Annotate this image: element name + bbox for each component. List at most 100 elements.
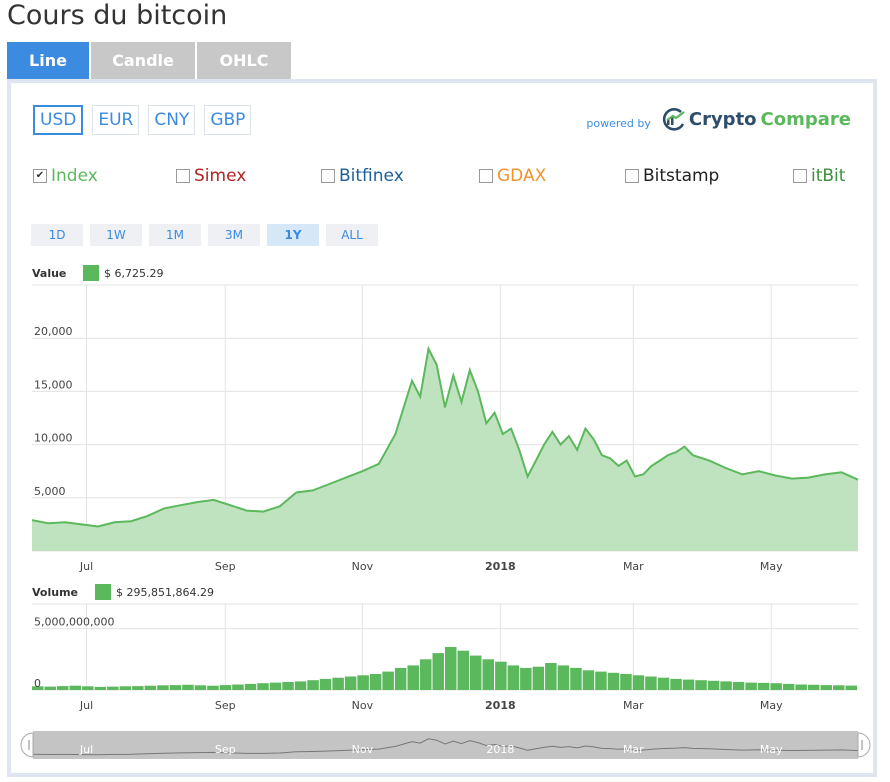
navigator-x-tick-label: 2018 — [486, 743, 514, 756]
volume-bar — [344, 676, 357, 690]
volume-bar — [657, 677, 670, 690]
volume-bar — [507, 665, 520, 690]
value-x-tick-label: Jul — [79, 560, 93, 573]
volume-bar — [707, 680, 720, 690]
volume-bar — [282, 682, 294, 690]
range-1m-button[interactable]: 1M — [149, 224, 201, 246]
exchange-simex-label: Simex — [194, 166, 247, 186]
itbit-checkbox[interactable] — [793, 169, 807, 183]
tab-line[interactable]: Line — [7, 42, 89, 79]
volume-bar — [482, 659, 494, 690]
range-3m-button[interactable]: 3M — [208, 224, 260, 246]
currency-gbp[interactable]: GBP — [204, 105, 252, 135]
range-1d-button[interactable]: 1D — [31, 224, 83, 246]
exchange-itbit[interactable]: itBit — [793, 166, 845, 186]
volume-bar — [44, 686, 56, 690]
volume-bar — [670, 678, 682, 690]
volume-x-tick-label: Sep — [215, 699, 236, 712]
value-line — [31, 345, 859, 528]
volume-bar — [557, 665, 570, 690]
volume-bar — [82, 686, 94, 690]
volume-legend-label: Volume — [32, 586, 78, 599]
exchange-bitfinex[interactable]: Bitfinex — [321, 166, 404, 186]
volume-bar — [407, 665, 419, 690]
gdax-checkbox[interactable] — [479, 169, 493, 183]
volume-bar — [520, 667, 532, 690]
volume-x-tick-label: Nov — [352, 699, 374, 712]
volume-bar — [720, 681, 732, 690]
volume-bar — [32, 686, 44, 690]
charts-svg: Value $ 6,725.29 0 5,000 10,000 15,000 20,00… — [20, 265, 871, 759]
volume-bar — [107, 686, 119, 690]
range-selector: 1D 1W 1M 3M 1Y ALL — [31, 224, 385, 246]
value-x-ticks: Jul Sep Nov 2018 Mar May — [79, 560, 783, 573]
exchange-simex[interactable]: Simex — [176, 166, 246, 186]
cryptocompare-logo-icon — [662, 108, 685, 131]
index-checkbox[interactable]: ✔ — [33, 169, 47, 183]
volume-x-tick-label: 2018 — [485, 699, 516, 712]
navigator[interactable]: Jul Sep Nov 2018 Mar May — [20, 731, 871, 759]
value-x-tick-label: 2018 — [485, 560, 516, 573]
volume-bar — [807, 684, 820, 690]
bitfinex-checkbox[interactable] — [321, 169, 335, 183]
navigator-track[interactable] — [33, 731, 858, 759]
navigator-x-tick-label: Nov — [352, 743, 374, 756]
navigator-handle-right[interactable] — [857, 732, 871, 758]
volume-bar — [782, 683, 795, 690]
exchange-itbit-label: itBit — [811, 166, 846, 186]
exchange-gdax-label: GDAX — [497, 166, 547, 186]
value-x-tick-label: Mar — [623, 560, 644, 573]
volume-bar — [432, 653, 444, 690]
volume-bars — [32, 647, 857, 690]
volume-x-tick-label: Mar — [623, 699, 644, 712]
range-1w-button[interactable]: 1W — [90, 224, 142, 246]
volume-bar — [732, 682, 745, 690]
volume-bar — [94, 686, 107, 690]
volume-bar — [369, 674, 382, 690]
volume-legend-swatch — [95, 584, 111, 600]
exchange-bitstamp[interactable]: Bitstamp — [625, 166, 719, 186]
volume-bar — [332, 677, 344, 690]
navigator-handle-left[interactable] — [20, 732, 34, 758]
volume-bar — [645, 676, 657, 690]
volume-bar — [169, 685, 182, 690]
exchange-selector: ✔ Index Simex Bitfinex GDAX Bitstamp itB… — [33, 166, 849, 190]
navigator-x-tick-label: May — [760, 743, 783, 756]
bitstamp-checkbox[interactable] — [625, 169, 639, 183]
volume-bar — [470, 655, 482, 690]
value-x-tick-label: May — [760, 560, 783, 573]
volume-y-tick-label: 0 — [34, 677, 41, 690]
tab-candle[interactable]: Candle — [91, 42, 195, 79]
volume-bar — [607, 672, 620, 690]
range-1y-button[interactable]: 1Y — [267, 224, 319, 246]
simex-checkbox[interactable] — [176, 169, 190, 183]
value-x-tick-label: Nov — [352, 560, 374, 573]
exchange-index[interactable]: ✔ Index — [33, 166, 98, 186]
value-y-tick-label: 20,000 — [34, 325, 73, 338]
cryptocompare-logo[interactable]: Crypto Compare — [659, 107, 851, 131]
volume-bar — [219, 685, 232, 690]
volume-bar — [257, 683, 269, 690]
tab-ohlc[interactable]: OHLC — [197, 42, 291, 79]
currency-eur[interactable]: EUR — [92, 105, 140, 135]
value-x-tick-label: Sep — [215, 560, 236, 573]
currency-usd[interactable]: USD — [33, 105, 84, 135]
volume-bar — [833, 685, 845, 690]
volume-bar — [570, 667, 582, 690]
volume-bar — [845, 685, 857, 690]
volume-bar — [382, 671, 394, 690]
volume-bar — [307, 680, 319, 690]
volume-y-tick-label: 5,000,000,000 — [34, 616, 114, 629]
volume-x-ticks: Jul Sep Nov 2018 Mar May — [79, 699, 783, 712]
volume-bar — [182, 684, 194, 690]
volume-bar — [770, 683, 782, 690]
volume-bar — [445, 647, 457, 690]
range-all-button[interactable]: ALL — [326, 224, 378, 246]
volume-bar — [207, 685, 219, 690]
navigator-x-ticks: Jul Sep Nov 2018 Mar May — [79, 743, 783, 756]
volume-bar — [69, 685, 81, 690]
currency-cny[interactable]: CNY — [148, 105, 196, 135]
value-y-tick-label: 10,000 — [34, 432, 73, 445]
volume-bar — [545, 663, 557, 690]
exchange-gdax[interactable]: GDAX — [479, 166, 546, 186]
